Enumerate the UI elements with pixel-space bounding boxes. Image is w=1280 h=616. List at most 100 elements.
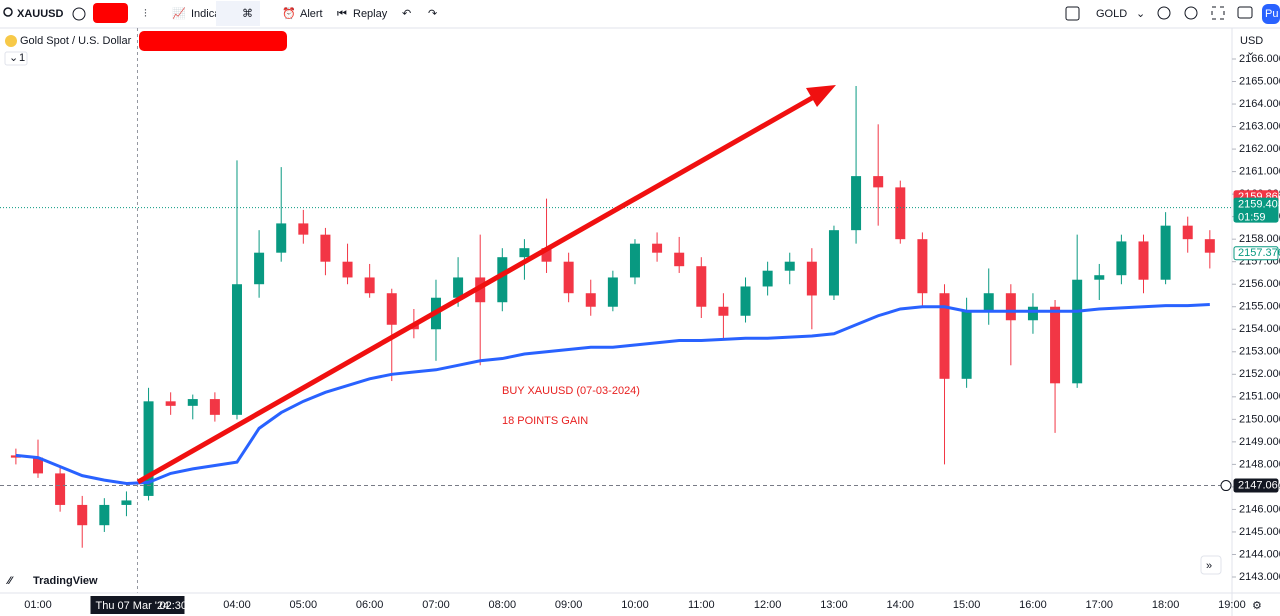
x-tick-label: 11:00 (688, 599, 715, 611)
candle-body (1138, 241, 1149, 280)
x-tick-label: 18:00 (1152, 599, 1180, 611)
brand-logo: ⁄⁄ (5, 575, 14, 587)
y-tick-label: 2158.000 (1239, 233, 1280, 245)
axis-settings[interactable]: ⚙ (1252, 600, 1262, 612)
candle-body (342, 261, 353, 278)
candle-body (77, 504, 88, 526)
candle-body (99, 504, 110, 526)
candle-body (1050, 306, 1061, 384)
candle-body (121, 500, 132, 505)
crosshair-time: 02:30 (159, 600, 187, 612)
alert[interactable]: Alert (300, 8, 323, 20)
candle-body (806, 261, 817, 296)
x-tick-label: 10:00 (621, 599, 649, 611)
y-tick-label: 2154.000 (1239, 323, 1280, 335)
candle-body (1160, 225, 1171, 280)
y-tick-label: 2163.000 (1239, 120, 1280, 132)
candle-body (652, 243, 663, 253)
user[interactable]: Pu (1265, 8, 1278, 20)
candle-body (696, 266, 707, 307)
candle-body (453, 277, 464, 298)
currency[interactable]: USD (1240, 35, 1263, 47)
candle-body (762, 270, 773, 287)
arrow (136, 95, 814, 485)
symbol[interactable]: XAUUSD (17, 8, 64, 20)
plus-button (1220, 480, 1232, 492)
y-tick-label: 2150.000 (1239, 413, 1280, 425)
candle-body (961, 311, 972, 379)
x-tick-label: 01:00 (24, 599, 52, 611)
candle-body (55, 473, 66, 505)
countdown: 01:59 (1238, 211, 1266, 223)
collapse-button[interactable] (4, 51, 28, 66)
candle-body (541, 248, 552, 262)
symbol-logo (5, 35, 17, 47)
candle-body (1072, 279, 1083, 384)
settings-icon[interactable] (1184, 6, 1198, 20)
x-tick-label: 19:00 (1218, 599, 1246, 611)
snapshot-icon[interactable] (1237, 6, 1253, 19)
y-tick-label: 2145.000 (1239, 526, 1280, 538)
chart-type-icon[interactable]: ⫶ (144, 8, 147, 20)
y-tick-label: 2143.000 (1239, 571, 1280, 583)
x-tick-label: 17:00 (1086, 599, 1114, 611)
candle-body (1027, 306, 1038, 321)
chevron[interactable]: ⌄ (1246, 46, 1255, 58)
alert-icon[interactable]: ⏰ (282, 6, 296, 20)
candle-body (607, 277, 618, 307)
replay-icon[interactable]: ⏮ (337, 8, 347, 20)
scroll-button[interactable] (1200, 555, 1222, 575)
x-tick-label: 15:00 (953, 599, 981, 611)
y-tick-label: 2164.000 (1239, 98, 1280, 110)
candle-body (209, 399, 220, 415)
layout-toggle[interactable] (1065, 6, 1080, 21)
candle-body (1204, 239, 1215, 253)
price-label: 2157.376 (1238, 247, 1280, 259)
fullscreen-icon[interactable] (1211, 6, 1225, 20)
crosshair-date: Thu 07 Mar '24 (95, 600, 169, 612)
dropdown[interactable]: ⌄ (1136, 8, 1145, 20)
candle-body (585, 293, 596, 307)
candle-body (254, 252, 265, 285)
toolbar (0, 0, 1280, 28)
candle-body (983, 293, 994, 312)
templates[interactable] (216, 1, 260, 26)
indicators[interactable]: Indica (191, 8, 221, 20)
x-tick-label: 14:00 (887, 599, 915, 611)
x-tick-label: 07:00 (422, 599, 450, 611)
x-tick-label: 04:00 (223, 599, 251, 611)
candle-body (828, 230, 839, 296)
y-tick-label: 2148.000 (1239, 458, 1280, 470)
search-icon[interactable] (1157, 6, 1171, 20)
candle-body (674, 252, 685, 267)
y-tick-label: 2162.000 (1239, 143, 1280, 155)
x-tick-label: 09:00 (555, 599, 583, 611)
interval-badge: 1 (19, 52, 25, 64)
chevron[interactable]: ⌄ (9, 52, 18, 64)
redaction (139, 31, 287, 51)
redo[interactable]: ↷ (428, 8, 437, 20)
candle-body (143, 401, 154, 496)
annotation: 18 POINTS GAIN (502, 415, 588, 427)
y-tick-label: 2165.000 (1239, 75, 1280, 87)
x-tick-label: 05:00 (290, 599, 318, 611)
y-tick-label: 2166.000 (1239, 53, 1280, 65)
x-tick-label: 06:00 (356, 599, 384, 611)
y-tick-label: 2155.000 (1239, 301, 1280, 313)
user-button[interactable] (1262, 4, 1280, 24)
templates-icon[interactable]: ⌘ (242, 8, 253, 20)
candle-body (1116, 241, 1127, 276)
symbol-right[interactable]: GOLD (1096, 8, 1127, 20)
replay[interactable]: Replay (353, 8, 388, 20)
y-tick-label: 2146.000 (1239, 503, 1280, 515)
price-label: 2159.403 (1238, 198, 1280, 210)
candle-body (386, 293, 397, 325)
indicators-icon[interactable]: 📈 (172, 7, 186, 20)
undo[interactable]: ↶ (402, 8, 411, 20)
scroll-icon[interactable]: » (1206, 560, 1212, 572)
candle-body (917, 239, 928, 294)
price-label: 2147.060 (1238, 479, 1280, 491)
candle-body (740, 286, 751, 316)
